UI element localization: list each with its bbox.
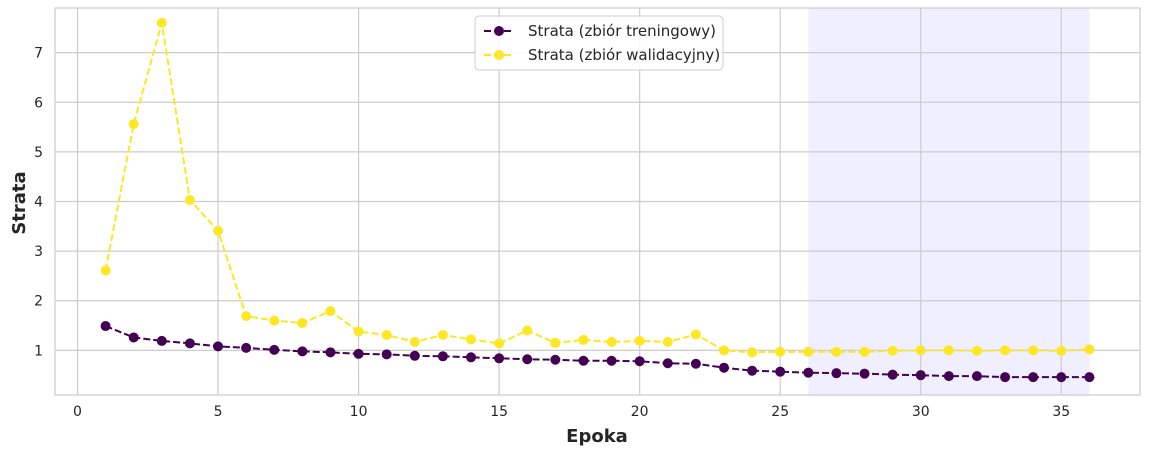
data-point-validation: [241, 311, 252, 322]
y-tick-label: 2: [34, 294, 43, 310]
data-point-validation: [1084, 344, 1095, 355]
data-point-validation: [803, 346, 814, 357]
data-point-training: [831, 368, 842, 379]
legend-marker-training: [494, 26, 504, 36]
x-tick-label: 30: [912, 404, 930, 420]
data-point-validation: [156, 17, 167, 28]
data-point-training: [325, 347, 336, 358]
x-tick-label: 20: [631, 404, 649, 420]
data-point-training: [943, 371, 954, 382]
data-point-training: [915, 370, 926, 381]
data-point-validation: [718, 345, 729, 356]
data-point-training: [213, 341, 224, 352]
legend-label-validation: Strata (zbiór walidacyjny): [528, 46, 720, 64]
data-point-training: [971, 371, 982, 382]
data-point-validation: [1028, 345, 1039, 356]
data-point-validation: [100, 265, 111, 276]
y-tick-label: 4: [34, 195, 43, 211]
data-point-validation: [634, 335, 645, 346]
data-point-validation: [466, 334, 477, 345]
legend-marker-validation: [494, 50, 504, 60]
data-point-training: [241, 342, 252, 353]
x-tick-label: 0: [73, 404, 82, 420]
data-point-validation: [690, 329, 701, 340]
data-point-validation: [943, 345, 954, 356]
y-axis-title: Strata: [9, 171, 30, 234]
x-tick-label: 35: [1052, 404, 1070, 420]
data-point-validation: [437, 329, 448, 340]
data-point-validation: [494, 338, 505, 349]
data-point-validation: [550, 337, 561, 348]
y-tick-label: 5: [34, 145, 43, 161]
data-point-validation: [381, 329, 392, 340]
data-point-training: [437, 351, 448, 362]
data-point-validation: [578, 334, 589, 345]
data-point-validation: [184, 195, 195, 206]
data-point-training: [775, 366, 786, 377]
data-point-training: [1028, 372, 1039, 383]
x-tick-label: 15: [490, 404, 508, 420]
data-point-validation: [606, 336, 617, 347]
data-point-training: [494, 353, 505, 364]
data-point-validation: [747, 347, 758, 358]
plot-frame: [54, 7, 1141, 396]
data-point-training: [718, 362, 729, 373]
data-point-training: [100, 321, 111, 332]
data-point-validation: [887, 345, 898, 356]
data-point-validation: [971, 345, 982, 356]
data-point-validation: [775, 346, 786, 357]
data-point-training: [381, 349, 392, 360]
data-point-validation: [1056, 345, 1067, 356]
legend: Strata (zbiór treningowy) Strata (zbiór …: [474, 15, 724, 71]
data-point-training: [128, 332, 139, 343]
data-point-training: [409, 350, 420, 361]
data-point-validation: [1000, 345, 1011, 356]
x-tick-label: 25: [771, 404, 789, 420]
y-tick-label: 3: [34, 244, 43, 260]
data-point-training: [690, 358, 701, 369]
y-tick-label: 7: [34, 46, 43, 62]
data-point-validation: [269, 315, 280, 326]
legend-label-training: Strata (zbiór treningowy): [528, 22, 716, 40]
data-point-validation: [213, 225, 224, 236]
data-point-validation: [325, 306, 336, 317]
x-axis-title: Epoka: [566, 426, 628, 447]
data-point-training: [550, 354, 561, 365]
data-point-training: [156, 335, 167, 346]
data-point-training: [466, 352, 477, 363]
data-point-training: [803, 367, 814, 378]
data-point-training: [297, 346, 308, 357]
x-tick-label: 5: [214, 404, 223, 420]
data-point-validation: [662, 336, 673, 347]
data-point-training: [578, 355, 589, 366]
data-point-training: [662, 358, 673, 369]
legend-box: [474, 15, 724, 71]
series-line-validation: [104, 22, 1090, 354]
data-point-validation: [915, 345, 926, 356]
data-point-training: [353, 348, 364, 359]
data-point-validation: [128, 119, 139, 130]
data-point-validation: [409, 336, 420, 347]
data-point-validation: [522, 325, 533, 336]
data-point-training: [1000, 372, 1011, 383]
data-point-training: [634, 356, 645, 367]
y-tick-label: 1: [34, 343, 43, 359]
data-point-training: [859, 368, 870, 379]
data-point-training: [269, 344, 280, 355]
x-tick-label: 10: [350, 404, 368, 420]
y-tick-label: 6: [34, 95, 43, 111]
data-point-training: [606, 355, 617, 366]
data-point-validation: [353, 326, 364, 337]
data-point-training: [1084, 372, 1095, 383]
data-point-validation: [297, 318, 308, 329]
data-point-validation: [831, 346, 842, 357]
data-point-validation: [859, 346, 870, 357]
data-point-training: [887, 369, 898, 380]
data-point-training: [747, 365, 758, 376]
data-point-training: [1056, 372, 1067, 383]
data-point-training: [184, 338, 195, 349]
data-point-training: [522, 354, 533, 365]
